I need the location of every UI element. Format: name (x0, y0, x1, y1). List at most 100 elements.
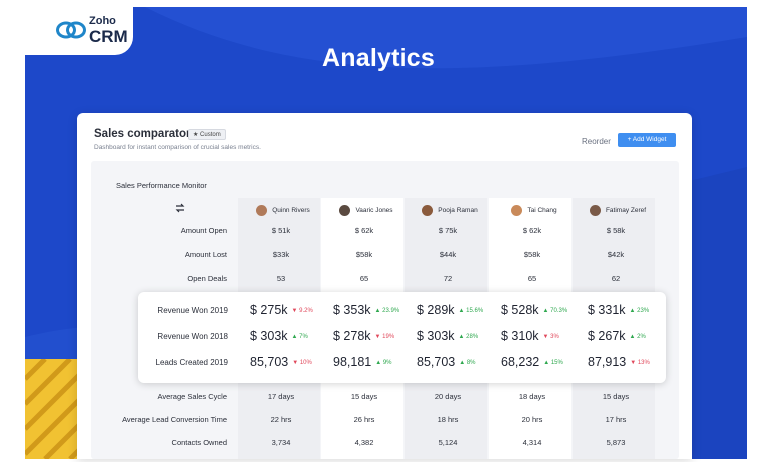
metric-value: 18 days (518, 392, 546, 401)
salesperson-name: Pooja Raman (438, 206, 478, 214)
metric-amount: $ 278k (333, 329, 371, 343)
trend-down-indicator: ▼ 9.2% (291, 308, 313, 314)
metric-value: $44k (439, 250, 457, 259)
metric-amount: $ 289k (417, 303, 455, 317)
salesperson-name: Fatimay Zeref (605, 206, 647, 214)
card-title: Sales comparator (94, 128, 191, 140)
salesperson-header[interactable]: Fatimay Zeref (577, 204, 659, 216)
metric-value: 5,873 (606, 438, 626, 447)
salesperson-header[interactable]: Pooja Raman (409, 204, 491, 216)
metric-value: $ 310k ▼ 3% (501, 329, 559, 343)
metric-value: 15 days (350, 392, 378, 401)
logo-wordmark: Zoho CRM (89, 15, 128, 46)
metric-label: Average Lead Conversion Time (122, 415, 227, 424)
metric-value: 65 (527, 274, 537, 283)
metric-value: $ 75k (438, 226, 458, 235)
metric-value: 98,181 ▲ 9% (333, 355, 392, 369)
trend-percent: 19% (382, 334, 395, 340)
reorder-link[interactable]: Reorder (582, 137, 611, 146)
metric-value: 15 days (602, 392, 630, 401)
metric-value: 62 (611, 274, 621, 283)
trend-up-indicator: ▲ 28% (458, 334, 479, 340)
trend-up-indicator: ▲ 70.3% (542, 308, 568, 314)
metric-value: 3,734 (271, 438, 291, 447)
metric-value: $ 353k ▲ 23.9% (333, 303, 399, 317)
metric-value: $ 62k (522, 226, 542, 235)
metric-value: 22 hrs (270, 415, 292, 424)
trend-percent: 3% (550, 334, 559, 340)
trend-up-indicator: ▲ 15.6% (458, 308, 484, 314)
avatar (256, 204, 268, 216)
swap-icon[interactable] (174, 202, 186, 214)
salesperson-header[interactable]: Tai Chang (493, 204, 575, 216)
metric-value: $ 278k ▼ 19% (333, 329, 394, 343)
metric-value: 65 (359, 274, 369, 283)
trend-percent: 28% (466, 334, 479, 340)
metric-value: 72 (443, 274, 453, 283)
add-widget-button[interactable]: + Add Widget (618, 133, 676, 147)
metric-value: $ 303k ▲ 28% (417, 329, 478, 343)
card-header: Sales comparator ★ Custom Dashboard for … (77, 113, 692, 158)
metric-value: $33k (272, 250, 290, 259)
trend-percent: 23.9% (382, 308, 400, 314)
metric-value: $58k (355, 250, 373, 259)
metric-amount: $ 303k (250, 329, 288, 343)
metric-value: 68,232 ▲ 15% (501, 355, 563, 369)
metric-amount: $ 303k (417, 329, 455, 343)
metric-amount: $ 331k (588, 303, 626, 317)
metric-amount: 85,703 (417, 355, 456, 369)
card-subtitle: Dashboard for instant comparison of cruc… (94, 144, 261, 151)
metric-amount: $ 353k (333, 303, 371, 317)
metric-value: 26 hrs (353, 415, 375, 424)
metric-label: Contacts Owned (171, 438, 227, 447)
metric-value: $ 267k ▲ 2% (588, 329, 646, 343)
trend-up-indicator: ▲ 7% (291, 334, 308, 340)
metric-value: $ 51k (271, 226, 291, 235)
avatar (339, 204, 351, 216)
metric-value: 53 (276, 274, 286, 283)
trend-percent: 9.2% (299, 308, 313, 314)
trend-percent: 9% (382, 360, 392, 366)
metric-label: Revenue Won 2019 (157, 306, 228, 315)
metric-value: 4,314 (522, 438, 542, 447)
trend-up-indicator: ▲ 2% (629, 334, 646, 340)
highlighted-metrics-card (138, 292, 666, 383)
metric-amount: $ 528k (501, 303, 539, 317)
metric-value: $ 331k ▲ 23% (588, 303, 649, 317)
metric-value: 20 hrs (521, 415, 543, 424)
metric-value: 4,382 (354, 438, 374, 447)
metric-value: $58k (523, 250, 541, 259)
trend-up-indicator: ▲ 23% (629, 308, 650, 314)
salesperson-name: Vaaric Jones (355, 206, 393, 214)
logo-brand-top: Zoho (89, 15, 116, 27)
trend-down-indicator: ▼ 13% (630, 360, 650, 366)
salesperson-header[interactable]: Vaaric Jones (325, 204, 407, 216)
custom-badge-label: Custom (200, 132, 221, 138)
trend-up-indicator: ▲ 9% (375, 360, 392, 366)
metric-value: $ 275k ▼ 9.2% (250, 303, 313, 317)
avatar (511, 204, 523, 216)
trend-down-indicator: ▼ 10% (292, 360, 312, 366)
trend-up-indicator: ▲ 15% (543, 360, 563, 366)
metric-amount: 85,703 (250, 355, 289, 369)
metric-value: 5,124 (438, 438, 458, 447)
metric-value: 17 days (267, 392, 295, 401)
salesperson-name: Tai Chang (527, 206, 557, 214)
metric-label: Revenue Won 2018 (157, 332, 228, 341)
metric-amount: 87,913 (588, 355, 627, 369)
metric-amount: $ 310k (501, 329, 539, 343)
banner-stripe-decoration (25, 359, 85, 459)
trend-percent: 2% (637, 334, 646, 340)
avatar (422, 204, 434, 216)
metric-value: $ 303k ▲ 7% (250, 329, 308, 343)
salesperson-name: Quinn Rivers (272, 206, 310, 214)
trend-percent: 7% (299, 334, 308, 340)
salesperson-header[interactable]: Quinn Rivers (242, 204, 324, 216)
logo-brand-bottom: CRM (89, 27, 128, 46)
metric-label: Amount Open (180, 226, 227, 235)
metric-value: $ 62k (354, 226, 374, 235)
zoho-crm-logo: Zoho CRM (25, 7, 133, 55)
metric-value: 85,703 ▲ 8% (417, 355, 476, 369)
zoho-logo-icon (56, 21, 86, 39)
trend-percent: 15.6% (466, 308, 484, 314)
